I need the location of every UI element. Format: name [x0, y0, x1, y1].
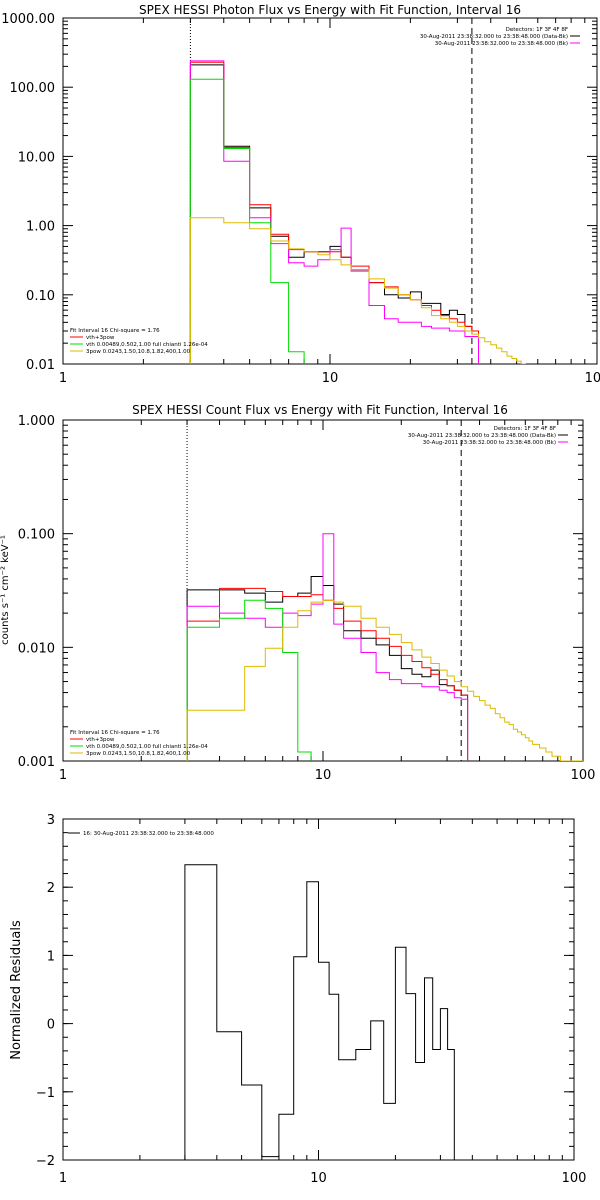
y-tick-label: 100.00 [10, 81, 56, 96]
series-line-0 [184, 864, 455, 1160]
count-flux-axes: 1 10 100 0.001 0.010 0.100 1.000 [18, 414, 596, 783]
photon-flux-series [189, 60, 526, 364]
residuals-ylabel: Normalized Residuals [9, 920, 24, 1060]
x-tick-label: 10 [322, 371, 339, 386]
y-tick-label: 1000.00 [1, 12, 55, 27]
y-tick-label: 0.010 [18, 641, 55, 656]
count-flux-ylabel: counts s⁻¹ cm⁻² keV⁻¹ [0, 535, 11, 645]
legend-vth3pow: vth+3pow [86, 737, 115, 743]
count-flux-series [186, 533, 583, 761]
count-flux-title: SPEX HESSI Count Flux vs Energy with Fit… [132, 403, 508, 417]
legend-bk: 30-Aug-2011 23:38:32.000 to 23:38:48.000… [435, 41, 568, 47]
legend-3pow: 3pow 0.0243,1.50,10.8,1.82,400,1.00 [86, 349, 191, 355]
count-flux-legend-topright: Detectors: 1F 3F 4F 8F 30-Aug-2011 23:38… [408, 426, 568, 446]
photon-flux-legend-topright: Detectors: 1F 3F 4F 8F 30-Aug-2011 23:38… [420, 27, 580, 47]
y-tick-label: 2 [47, 881, 55, 896]
fit-interval-label: Fit Interval 16 Chi-square = 1.76 [70, 730, 160, 736]
count-flux-panel: SPEX HESSI Count Flux vs Energy with Fit… [0, 403, 596, 783]
series-line-3 [186, 599, 312, 761]
y-tick-label: 0.10 [26, 289, 55, 304]
y-tick-label: 1 [47, 949, 55, 964]
residuals-panel: Normalized Residuals 1 10 100 −2 −1 0 1 2 3 16: … [9, 813, 587, 1186]
legend-vth3pow: vth+3pow [86, 335, 115, 341]
photon-flux-legend-bottomleft: Fit Interval 16 Chi-square = 1.76 vth+3p… [70, 328, 208, 355]
series-line-4 [186, 599, 583, 761]
residuals-series [184, 864, 455, 1160]
series-line-2 [186, 533, 469, 761]
x-tick-label: 100 [585, 371, 600, 386]
y-tick-label: 1.000 [18, 414, 55, 429]
y-tick-label: 0.01 [26, 358, 55, 373]
residuals-axes: 1 10 100 −2 −1 0 1 2 3 [36, 813, 587, 1186]
fit-interval-label: Fit Interval 16 Chi-square = 1.76 [70, 328, 160, 334]
x-tick-label: 10 [310, 1171, 327, 1186]
y-tick-label: 0.001 [18, 755, 55, 770]
legend-data-bk: 30-Aug-2011 23:38:32.000 to 23:38:48.000… [420, 34, 568, 40]
series-line-1 [186, 587, 469, 761]
count-flux-legend-bottomleft: Fit Interval 16 Chi-square = 1.76 vth+3p… [70, 730, 208, 757]
residuals-legend-label: 16: 30-Aug-2011 23:38:32.000 to 23:38:48… [83, 831, 214, 837]
x-tick-label: 1 [59, 371, 67, 386]
x-tick-label: 1 [59, 1171, 67, 1186]
series-line-4 [189, 217, 526, 364]
x-tick-label: 100 [562, 1171, 587, 1186]
y-tick-label: −2 [36, 1154, 55, 1169]
legend-vth: vth 0.00489,0.502,1.00 full chianti 1.26… [86, 342, 208, 348]
photon-flux-title: SPEX HESSI Photon Flux vs Energy with Fi… [139, 3, 521, 17]
y-tick-label: 0 [47, 1018, 55, 1033]
legend-vth: vth 0.00489,0.502,1.00 full chianti 1.26… [86, 744, 208, 750]
x-tick-label: 100 [571, 768, 596, 783]
legend-bk: 30-Aug-2011 23:38:32.000 to 23:38:48.000… [423, 440, 556, 446]
y-tick-label: 10.00 [18, 150, 55, 165]
photon-flux-panel: SPEX HESSI Photon Flux vs Energy with Fi… [1, 3, 600, 386]
y-tick-label: 0.100 [18, 528, 55, 543]
legend-detectors: Detectors: 1F 3F 4F 8F [506, 27, 568, 33]
series-line-3 [189, 78, 305, 364]
legend-data-bk: 30-Aug-2011 23:38:32.000 to 23:38:48.000… [408, 433, 556, 439]
x-tick-label: 10 [315, 768, 332, 783]
x-tick-label: 1 [59, 768, 67, 783]
y-tick-label: −1 [36, 1086, 55, 1101]
legend-3pow: 3pow 0.0243,1.50,10.8,1.82,400,1.00 [86, 751, 191, 757]
y-tick-label: 3 [47, 813, 55, 828]
residuals-legend: 16: 30-Aug-2011 23:38:32.000 to 23:38:48… [68, 831, 214, 837]
y-tick-label: 1.00 [26, 220, 55, 235]
legend-detectors: Detectors: 1F 3F 4F 8F [494, 426, 556, 432]
